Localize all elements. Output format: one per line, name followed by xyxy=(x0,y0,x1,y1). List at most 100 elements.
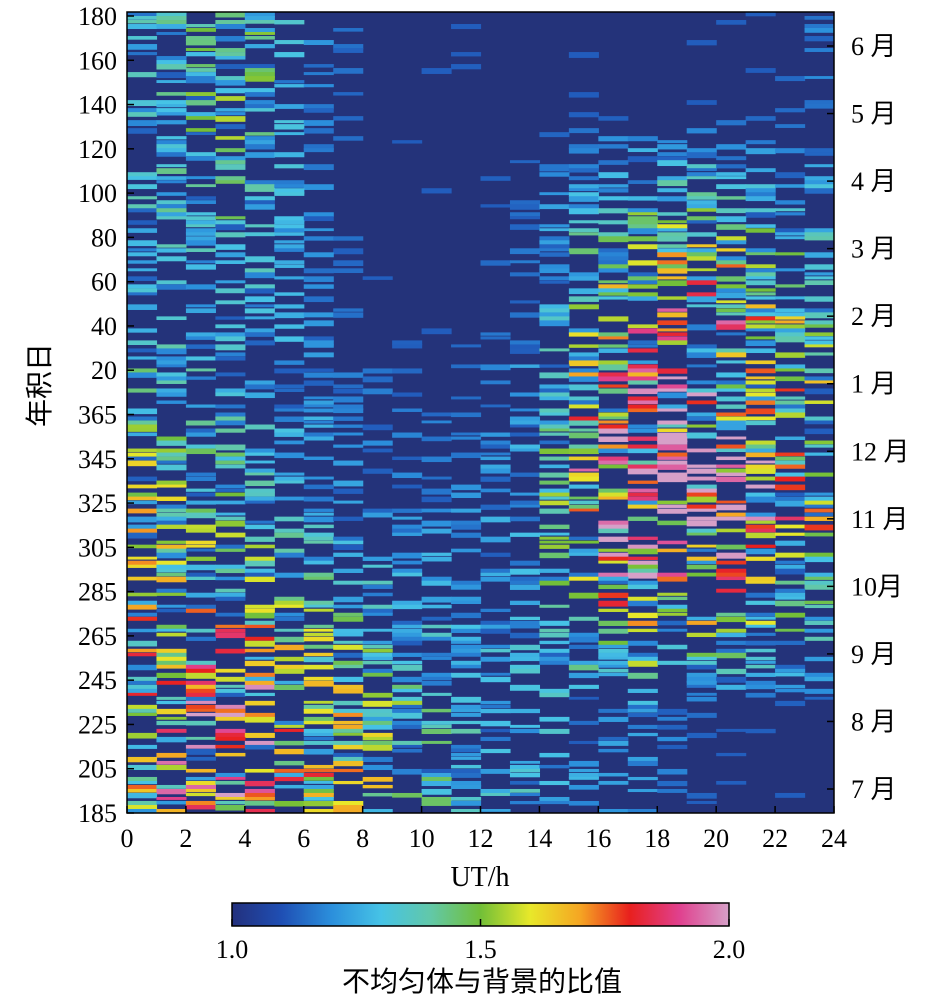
heatmap-cell xyxy=(274,720,305,726)
heatmap-cell xyxy=(686,252,717,258)
heatmap-cell xyxy=(451,508,482,513)
heatmap-cell xyxy=(598,492,629,497)
heatmap-cell xyxy=(627,396,658,403)
heatmap-cell xyxy=(156,516,187,523)
heatmap-cell xyxy=(303,628,334,632)
heatmap-cell xyxy=(480,628,511,634)
heatmap-cell xyxy=(185,720,216,726)
heatmap-cell xyxy=(215,108,246,112)
heatmap-cell xyxy=(716,424,747,431)
heatmap-cell xyxy=(451,344,482,348)
heatmap-cell xyxy=(185,356,216,361)
heatmap-cell xyxy=(215,500,246,505)
heatmap-cell xyxy=(274,120,305,124)
heatmap-cell xyxy=(333,116,364,121)
heatmap-cell xyxy=(745,268,776,273)
heatmap-cell xyxy=(804,296,834,302)
heatmap-cell xyxy=(686,172,717,177)
heatmap-cell xyxy=(686,392,717,397)
heatmap-cell xyxy=(598,580,629,584)
heatmap-cell xyxy=(657,260,688,266)
heatmap-cell xyxy=(657,140,688,144)
heatmap-cell xyxy=(244,676,275,683)
heatmap-cell xyxy=(274,552,305,558)
heatmap-cell xyxy=(568,616,599,621)
heatmap-cell xyxy=(156,560,187,566)
heatmap-cell xyxy=(215,800,246,805)
heatmap-cell xyxy=(244,608,275,615)
heatmap-cell xyxy=(156,152,187,157)
heatmap-cell xyxy=(392,620,423,626)
heatmap-cell xyxy=(745,188,776,193)
heatmap-cell xyxy=(745,476,776,481)
heatmap-cell xyxy=(627,564,658,571)
heatmap-cell xyxy=(333,684,364,690)
heatmap-cell xyxy=(303,352,334,358)
heatmap-cell xyxy=(392,368,423,374)
heatmap-cell xyxy=(215,744,246,749)
heatmap-cell xyxy=(804,416,834,423)
heatmap-cell xyxy=(362,652,393,659)
heatmap-cell xyxy=(303,700,334,704)
heatmap-cell xyxy=(127,452,158,458)
heatmap-cell xyxy=(127,388,158,393)
heatmap-cell xyxy=(215,452,246,457)
month-label: 7 月 xyxy=(851,775,897,804)
heatmap-cell xyxy=(215,280,246,284)
heatmap-cell xyxy=(716,684,747,690)
heatmap-cell xyxy=(156,356,187,362)
heatmap-cell xyxy=(274,656,305,662)
heatmap-cell xyxy=(480,808,511,812)
heatmap-cell xyxy=(156,624,187,629)
heatmap-cell xyxy=(333,516,364,521)
heatmap-cell xyxy=(627,276,658,282)
heatmap-cell xyxy=(686,448,717,453)
heatmap-cell xyxy=(775,552,806,558)
heatmap-cell xyxy=(185,608,216,613)
heatmap-cell xyxy=(716,156,747,161)
heatmap-cell xyxy=(686,304,717,308)
heatmap-cell xyxy=(127,52,158,56)
heatmap-cell xyxy=(657,212,688,216)
heatmap-cell xyxy=(244,768,275,773)
heatmap-cell xyxy=(451,720,482,725)
heatmap-cell xyxy=(568,192,599,198)
heatmap-cell xyxy=(775,400,806,406)
heatmap-cell xyxy=(716,468,747,475)
heatmap-cell xyxy=(127,744,158,749)
heatmap-cell xyxy=(745,516,776,521)
heatmap-cell xyxy=(127,248,158,252)
heatmap-cell xyxy=(539,132,570,138)
heatmap-cell xyxy=(156,592,187,596)
heatmap-cell xyxy=(156,16,187,22)
heatmap-cell xyxy=(303,764,334,769)
month-label: 8 月 xyxy=(851,707,897,736)
heatmap-cell xyxy=(156,604,187,608)
heatmap-cell xyxy=(274,132,305,136)
heatmap-cell xyxy=(421,772,452,778)
heatmap-cell xyxy=(568,188,599,192)
heatmap-cell xyxy=(185,200,216,204)
heatmap-cell xyxy=(775,664,806,671)
heatmap-cell xyxy=(303,496,334,502)
heatmap-cell xyxy=(568,476,599,482)
heatmap-cell xyxy=(568,760,599,767)
heatmap-cell xyxy=(804,508,834,513)
heatmap-cell xyxy=(303,72,334,76)
heatmap-cell xyxy=(539,320,570,327)
heatmap-cell xyxy=(686,492,717,499)
heatmap-cell xyxy=(303,404,334,408)
heatmap-cell xyxy=(568,396,599,401)
heatmap-cell xyxy=(804,24,834,30)
heatmap-cell xyxy=(686,200,717,206)
heatmap-cell xyxy=(568,228,599,233)
heatmap-cell xyxy=(303,540,334,544)
heatmap-cell xyxy=(509,516,541,522)
heatmap-cell xyxy=(716,420,747,425)
heatmap-cell xyxy=(215,260,246,264)
heatmap-cell xyxy=(185,232,216,236)
heatmap-cell xyxy=(686,468,717,474)
y-tick-label: 20 xyxy=(91,356,117,385)
heatmap-cell xyxy=(451,636,482,642)
heatmap-cell xyxy=(657,476,688,483)
